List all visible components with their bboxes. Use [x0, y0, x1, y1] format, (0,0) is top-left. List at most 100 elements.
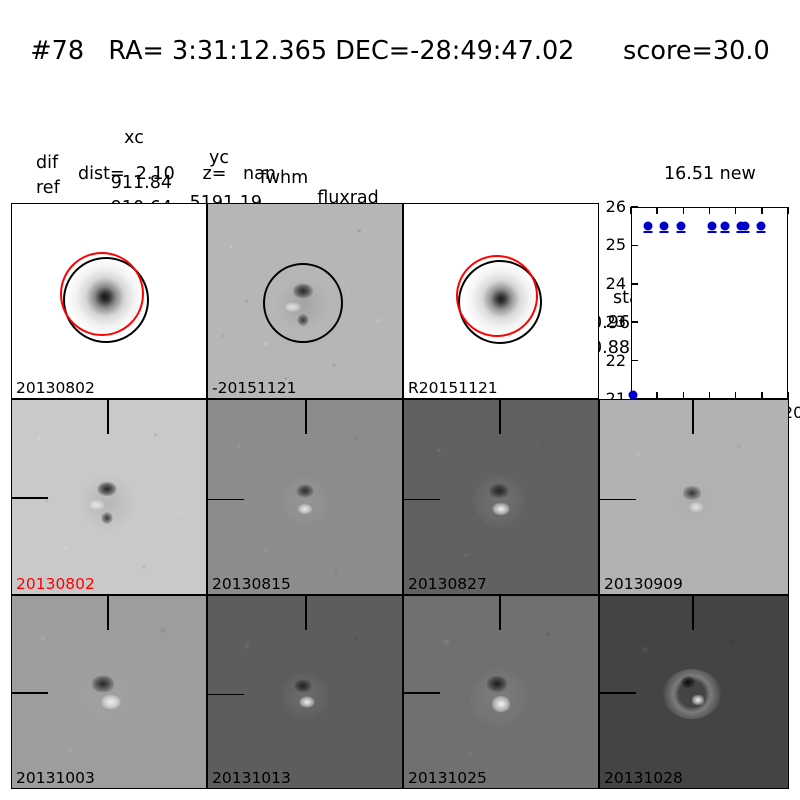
stamp-label: 20130802 [16, 575, 95, 593]
crosshair-tick-left [404, 498, 440, 501]
crosshair-tick-left [600, 498, 636, 501]
row-label-ref: ref [36, 178, 60, 198]
y-tick-label: 26 [605, 197, 626, 216]
stamp-panel-20131013[interactable]: 20131013 [207, 595, 403, 789]
x-tick-mark-top [656, 207, 658, 214]
transient-halo [470, 668, 529, 727]
transient-bright-lobe [101, 694, 121, 709]
data-point [628, 390, 638, 400]
crosshair-tick-top [499, 596, 501, 630]
crosshair-tick-top [107, 400, 109, 434]
transient-halo [76, 662, 139, 725]
crosshair-tick-top [305, 400, 307, 434]
transient-halo [473, 474, 526, 527]
sky-background [12, 204, 206, 398]
column-header-fwhm: fwhm [259, 168, 309, 188]
limit-bar [756, 231, 766, 233]
x-tick-mark-top [787, 207, 789, 214]
crosshair-tick-left [600, 692, 636, 694]
y-tick-mark [631, 244, 638, 247]
stamp-panel-20131025[interactable]: 20131025 [403, 595, 599, 789]
transient-halo [282, 672, 328, 719]
y-tick-label: 24 [605, 273, 626, 293]
transient-bright-lobe [492, 695, 510, 712]
stamp-label: 20130909 [604, 575, 683, 593]
limit-bar [676, 231, 686, 233]
dif-cl-star: 0.96 [591, 313, 630, 333]
limit-bar [707, 231, 717, 233]
stamp-panel-20130802[interactable]: 20130802 [11, 399, 207, 595]
data-point [707, 221, 717, 231]
y-tick-mark [631, 359, 638, 362]
x-tick-mark [787, 392, 789, 399]
column-header-xc: xc [124, 128, 144, 148]
transient-core [294, 679, 312, 693]
row-label-dif: dif [36, 153, 59, 173]
stamp-panel-20131028[interactable]: 20131028 [599, 595, 789, 789]
stamp-label: 20131013 [212, 769, 291, 787]
column-header-yc: yc [209, 148, 229, 168]
sky-background [208, 204, 402, 398]
stamp-panel-20131003[interactable]: 20131003 [11, 595, 207, 789]
y-tick-label: 25 [605, 235, 626, 255]
aperture-circle-red [60, 252, 145, 337]
transient-core [683, 486, 702, 501]
crosshair-tick-left [208, 693, 244, 696]
crosshair-tick-left [208, 498, 244, 501]
x-tick-mark-top [682, 207, 685, 214]
sky-background [404, 596, 598, 788]
aperture-circle-black [263, 262, 344, 343]
ref-cl-star: 0.88 [591, 338, 630, 358]
x-tick-mark [656, 392, 658, 399]
x-tick-mark-top [630, 207, 632, 214]
stamp-label: -20151121 [212, 379, 297, 397]
transient-bright-lobe [688, 501, 703, 512]
stamp-label: 20131025 [408, 769, 487, 787]
data-point [720, 221, 730, 231]
transient-halo [667, 475, 718, 526]
header-block: #78 RA= 3:31:12.365 DEC=-28:49:47.02 sco… [0, 0, 800, 378]
stamp-label: 20131003 [16, 769, 95, 787]
aperture-circle-red [456, 255, 539, 338]
data-point [756, 221, 766, 231]
sky-background [404, 204, 598, 398]
table-header-row: xc yc fwhm fluxrad isoarea mag auto aper… [0, 86, 800, 328]
dist-redshift-text: dist= 2.10 z= nan [78, 164, 276, 184]
stamp-panel-ref-R20151121[interactable]: R20151121 [403, 203, 599, 399]
data-point [740, 221, 750, 231]
page-title: #78 RA= 3:31:12.365 DEC=-28:49:47.02 sco… [30, 36, 770, 66]
stamp-label: 20130827 [408, 575, 487, 593]
transient-halo [281, 476, 329, 525]
phmag-new-value: 16.51 new [664, 164, 756, 184]
x-tick-mark [708, 392, 711, 399]
crosshair-tick-top [107, 596, 109, 630]
y-tick-label: 22 [605, 350, 626, 370]
x-tick-mark [734, 392, 737, 399]
x-tick-mark-top [708, 207, 711, 214]
crosshair-tick-top [692, 400, 694, 434]
y-tick-mark [631, 283, 638, 285]
crosshair-tick-top [305, 596, 307, 630]
transient-halo [80, 475, 135, 530]
dif-xc: 911.84 [110, 173, 172, 193]
table-row: ref 910.64 5192.91 3.49 2.44 944.00 16.5… [0, 136, 800, 378]
limit-bar [659, 231, 669, 233]
stamp-panel-20130815[interactable]: 20130815 [207, 399, 403, 595]
data-point [643, 221, 653, 231]
transient-core [92, 675, 115, 693]
y-tick-mark [631, 321, 638, 323]
y-tick-mark [631, 206, 638, 208]
x-tick-mark [761, 392, 763, 399]
stamp-panel-20130909[interactable]: 20130909 [599, 399, 789, 595]
x-tick-mark-top [761, 207, 763, 214]
stamp-panel-diff-20151121[interactable]: -20151121 [207, 203, 403, 399]
table-row: dif 911.84 5191.19 8.51 2.97 63.00 20.99… [0, 111, 800, 353]
stamp-panel-20130827[interactable]: 20130827 [403, 399, 599, 595]
x-tick-mark [682, 392, 685, 399]
limit-bar [720, 231, 730, 233]
stamp-panel-new-20130802[interactable]: 20130802 [11, 203, 207, 399]
stamp-label: 20130815 [212, 575, 291, 593]
limit-bar [643, 231, 653, 233]
transient-core [681, 676, 696, 689]
